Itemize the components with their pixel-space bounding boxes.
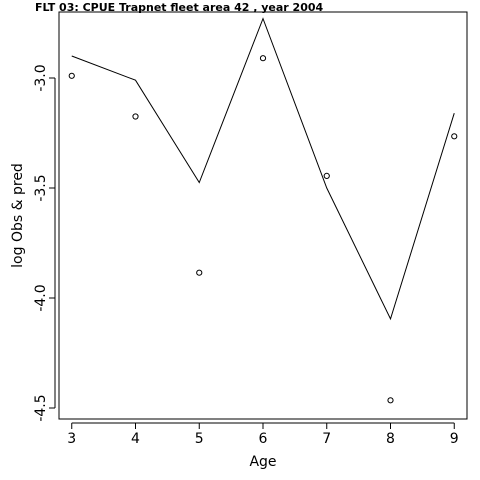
observed-point	[68, 72, 75, 79]
predicted-line	[71, 17, 455, 321]
x-tick-label: 5	[195, 431, 204, 447]
y-axis-title: log Obs & pred	[10, 163, 26, 268]
x-tick-label: 8	[386, 431, 395, 447]
observed-point	[323, 172, 330, 179]
y-tick-label: -4.5	[33, 394, 49, 421]
y-tick-label: -3.0	[33, 64, 49, 91]
y-tick-label: -4.0	[33, 284, 49, 311]
x-tick-label: 6	[259, 431, 268, 447]
observed-point	[132, 113, 139, 120]
observed-point	[387, 397, 394, 404]
chart-title: FLT 03: CPUE Trapnet fleet area 42 , yea…	[35, 1, 324, 14]
observed-point	[259, 55, 267, 62]
x-tick-label: 3	[67, 431, 76, 447]
x-axis-title: Age	[249, 454, 276, 470]
series-layer	[68, 17, 458, 404]
x-tick-label: 9	[450, 431, 459, 447]
y-tick-label: -3.5	[33, 174, 49, 201]
y-axis: -3.0 -3.5 -4.0 -4.5	[33, 64, 56, 422]
observed-point	[196, 269, 203, 276]
x-axis: 3 4 5 6 7 8 9	[67, 422, 459, 447]
plot-frame	[58, 11, 468, 420]
x-tick-label: 4	[131, 431, 140, 447]
observed-point	[451, 133, 458, 140]
x-tick-label: 7	[322, 431, 331, 447]
